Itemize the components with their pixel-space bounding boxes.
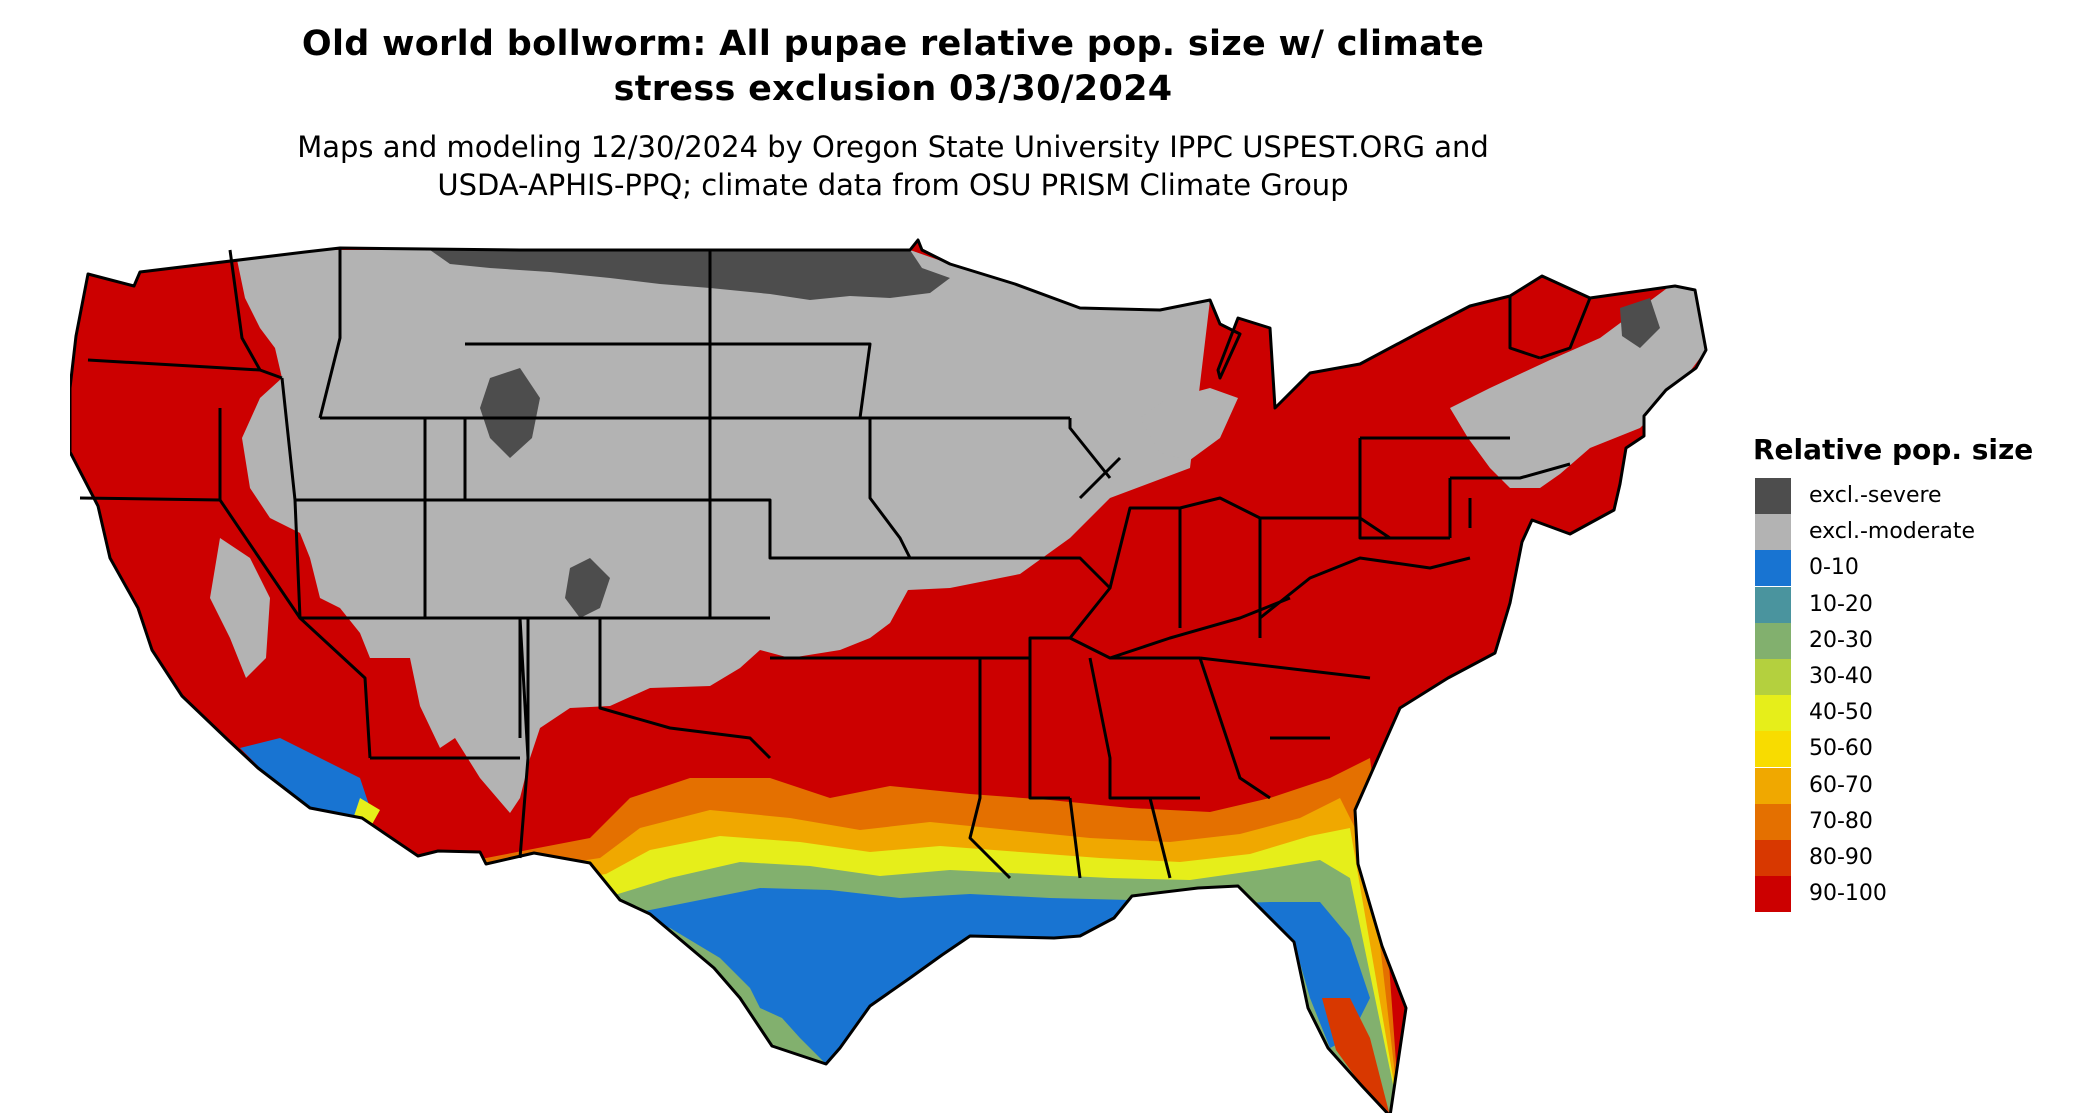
map-title-line-2: stress exclusion 03/30/2024 [613, 69, 1173, 109]
map-subtitle-line-2: USDA-APHIS-PPQ; climate data from OSU PR… [437, 168, 1349, 202]
legend-items: excl.-severe excl.-moderate 0-10 10-20 20-30… [1755, 478, 2085, 913]
range-80-90-area [1322, 998, 1390, 1113]
us-map [70, 238, 1720, 1113]
legend-swatch [1755, 586, 1791, 623]
legend-item: 50-60 [1755, 731, 2085, 768]
legend-item: 30-40 [1755, 658, 2085, 695]
legend-label: 10-20 [1809, 591, 1873, 617]
legend-swatch [1755, 550, 1791, 587]
legend-label: excl.-moderate [1809, 519, 1975, 545]
state-borders [70, 238, 1708, 1113]
excl-severe-colorado-area [565, 558, 610, 618]
legend-item: excl.-moderate [1755, 514, 2085, 551]
legend-item: excl.-severe [1755, 478, 2085, 514]
excl-moderate-west-area [210, 538, 270, 678]
map-subtitle-line-1: Maps and modeling 12/30/2024 by Oregon S… [297, 130, 1489, 164]
map-title-line-1: Old world bollworm: All pupae relative p… [301, 24, 1485, 64]
legend-item: 60-70 [1755, 767, 2085, 804]
excl-severe-maine-area [1620, 298, 1660, 348]
legend-label: 20-30 [1809, 627, 1873, 653]
range-0-10-area [630, 886, 1370, 1064]
map-subtitle: Maps and modeling 12/30/2024 by Oregon S… [0, 128, 1786, 204]
legend-label: 90-100 [1809, 881, 1887, 907]
legend-swatch [1755, 731, 1791, 768]
excl-moderate-north-area [235, 250, 1210, 813]
legend-item: 40-50 [1755, 695, 2085, 732]
legend-title: Relative pop. size [1753, 433, 2034, 466]
legend-label: 0-10 [1809, 555, 1859, 581]
legend-swatch [1755, 876, 1791, 913]
legend-swatch [1755, 514, 1791, 551]
legend-item: 70-80 [1755, 803, 2085, 840]
legend-label: 40-50 [1809, 700, 1873, 726]
legend-item: 20-30 [1755, 622, 2085, 659]
legend-label: 80-90 [1809, 844, 1873, 870]
legend-item: 10-20 [1755, 586, 2085, 623]
legend-swatch [1755, 767, 1791, 804]
excl-moderate-lakes-area [1140, 388, 1238, 460]
legend: Relative pop. size excl.-severe excl.-mod… [1753, 432, 2085, 913]
legend-label: excl.-severe [1809, 483, 1942, 508]
legend-label: 30-40 [1809, 663, 1873, 689]
legend-swatch [1755, 658, 1791, 695]
range-0-10-southwest-area [240, 738, 370, 828]
excl-severe-rockies-area [480, 368, 540, 458]
legend-label: 70-80 [1809, 808, 1873, 834]
legend-swatch [1755, 695, 1791, 732]
legend-item: 0-10 [1755, 550, 2085, 587]
legend-item: 90-100 [1755, 876, 2085, 913]
legend-label: 60-70 [1809, 772, 1873, 798]
legend-swatch [1755, 622, 1791, 659]
legend-item: 80-90 [1755, 839, 2085, 876]
legend-swatch [1755, 839, 1791, 876]
map-title: Old world bollworm: All pupae relative p… [0, 22, 1786, 112]
excl-severe-north-area [430, 250, 950, 300]
legend-label: 50-60 [1809, 736, 1873, 762]
legend-swatch [1755, 478, 1791, 514]
legend-swatch [1755, 803, 1791, 840]
